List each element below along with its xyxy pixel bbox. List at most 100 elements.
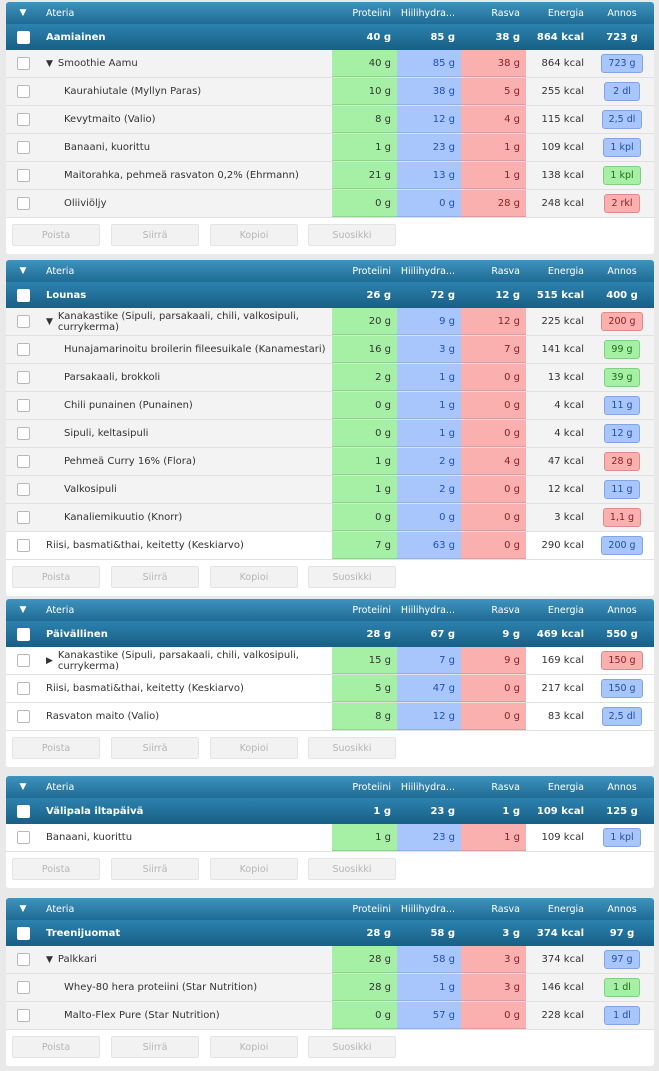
item-name[interactable]: ▼ Palkkari bbox=[40, 946, 332, 973]
item-portion[interactable]: 150 g bbox=[590, 647, 654, 674]
column-header-carbs[interactable]: Hiilihydra... bbox=[400, 7, 455, 19]
checkbox[interactable] bbox=[16, 1009, 30, 1022]
favorite-button[interactable]: Suosikki bbox=[308, 1036, 396, 1058]
food-item-row[interactable]: Riisi, basmati&thai, keitetty (Keskiarvo… bbox=[6, 675, 654, 703]
move-button[interactable]: Siirrä bbox=[111, 1036, 199, 1058]
item-name[interactable]: Banaani, kuorittu bbox=[40, 134, 332, 161]
recipe-group-row[interactable]: ▼ Smoothie Aamu 40 g 85 g 38 g 864 kcal 723 g bbox=[6, 50, 654, 78]
item-name[interactable]: Pehmeä Curry 16% (Flora) bbox=[40, 448, 332, 475]
collapse-toggle[interactable]: ▼ bbox=[6, 2, 40, 24]
item-checkbox[interactable] bbox=[6, 190, 40, 217]
checkbox[interactable] bbox=[16, 57, 30, 70]
portion-badge[interactable]: 200 g bbox=[601, 536, 643, 555]
favorite-button[interactable]: Suosikki bbox=[308, 737, 396, 759]
column-header-carbs[interactable]: Hiilihydra... bbox=[400, 265, 455, 277]
item-name[interactable]: Sipuli, keltasipuli bbox=[40, 420, 332, 447]
food-item-row[interactable]: Riisi, basmati&thai, keitetty (Keskiarvo… bbox=[6, 532, 654, 560]
item-portion[interactable]: 2 rkl bbox=[590, 190, 654, 217]
move-button[interactable]: Siirrä bbox=[111, 737, 199, 759]
column-header-carbs[interactable]: Hiilihydra... bbox=[400, 604, 455, 616]
portion-badge[interactable]: 99 g bbox=[604, 340, 640, 359]
item-name[interactable]: Malto-Flex Pure (Star Nutrition) bbox=[40, 1002, 332, 1029]
checkbox[interactable] bbox=[16, 399, 30, 412]
copy-button[interactable]: Kopioi bbox=[210, 224, 298, 246]
checkbox[interactable] bbox=[16, 831, 30, 844]
checkbox[interactable] bbox=[16, 953, 30, 966]
column-header-carbs[interactable]: Hiilihydra... bbox=[400, 903, 455, 915]
column-header-fat[interactable]: Rasva bbox=[491, 604, 520, 616]
copy-button[interactable]: Kopioi bbox=[210, 858, 298, 880]
move-button[interactable]: Siirrä bbox=[111, 566, 199, 588]
column-header-fat[interactable]: Rasva bbox=[491, 781, 520, 793]
item-name[interactable]: Kaurahiutale (Myllyn Paras) bbox=[40, 78, 332, 105]
column-header-energy[interactable]: Energia bbox=[547, 265, 584, 277]
portion-badge[interactable]: 1 kpl bbox=[603, 166, 641, 185]
checkbox[interactable] bbox=[16, 483, 30, 496]
collapse-toggle[interactable]: ▼ bbox=[6, 599, 40, 621]
column-header-fat[interactable]: Rasva bbox=[491, 7, 520, 19]
move-button[interactable]: Siirrä bbox=[111, 224, 199, 246]
item-portion[interactable]: 200 g bbox=[590, 532, 654, 559]
item-name[interactable]: Riisi, basmati&thai, keitetty (Keskiarvo… bbox=[40, 675, 332, 702]
item-portion[interactable]: 150 g bbox=[590, 675, 654, 702]
checkbox[interactable] bbox=[16, 85, 30, 98]
checkbox[interactable] bbox=[16, 539, 30, 552]
item-checkbox[interactable] bbox=[6, 106, 40, 133]
item-name[interactable]: Hunajamarinoitu broilerin fileesuikale (… bbox=[40, 336, 332, 363]
column-header-energy[interactable]: Energia bbox=[547, 604, 584, 616]
portion-badge[interactable]: 11 g bbox=[604, 396, 640, 415]
item-checkbox[interactable] bbox=[6, 308, 40, 335]
favorite-button[interactable]: Suosikki bbox=[308, 858, 396, 880]
favorite-button[interactable]: Suosikki bbox=[308, 224, 396, 246]
item-checkbox[interactable] bbox=[6, 420, 40, 447]
delete-button[interactable]: Poista bbox=[12, 737, 100, 759]
meal-checkbox[interactable] bbox=[6, 798, 40, 824]
portion-badge[interactable]: 1,1 g bbox=[602, 508, 642, 527]
checkbox[interactable] bbox=[16, 113, 30, 126]
checkbox[interactable] bbox=[16, 343, 30, 356]
item-checkbox[interactable] bbox=[6, 675, 40, 702]
item-checkbox[interactable] bbox=[6, 824, 40, 851]
portion-badge[interactable]: 97 g bbox=[604, 950, 640, 969]
item-checkbox[interactable] bbox=[6, 1002, 40, 1029]
column-header-carbs[interactable]: Hiilihydra... bbox=[400, 781, 455, 793]
meal-checkbox[interactable] bbox=[6, 621, 40, 647]
item-portion[interactable]: 1 kpl bbox=[590, 134, 654, 161]
delete-button[interactable]: Poista bbox=[12, 224, 100, 246]
column-header-meal[interactable]: Ateria bbox=[46, 903, 75, 915]
item-portion[interactable]: 200 g bbox=[590, 308, 654, 335]
item-checkbox[interactable] bbox=[6, 532, 40, 559]
column-header-energy[interactable]: Energia bbox=[547, 7, 584, 19]
portion-badge[interactable]: 28 g bbox=[604, 452, 640, 471]
item-portion[interactable]: 1 dl bbox=[590, 1002, 654, 1029]
triangle-down-icon[interactable]: ▼ bbox=[46, 316, 53, 327]
checkbox[interactable] bbox=[16, 926, 30, 940]
item-portion[interactable]: 723 g bbox=[590, 50, 654, 77]
checkbox[interactable] bbox=[16, 169, 30, 182]
delete-button[interactable]: Poista bbox=[12, 1036, 100, 1058]
column-header-energy[interactable]: Energia bbox=[547, 781, 584, 793]
checkbox[interactable] bbox=[16, 654, 30, 667]
collapse-toggle[interactable]: ▼ bbox=[6, 260, 40, 282]
item-portion[interactable]: 11 g bbox=[590, 392, 654, 419]
checkbox[interactable] bbox=[16, 511, 30, 524]
collapse-toggle[interactable]: ▼ bbox=[6, 898, 40, 920]
item-name[interactable]: ▶ Kanakastike (Sipuli, parsakaali, chili,… bbox=[40, 647, 332, 674]
portion-badge[interactable]: 2,5 dl bbox=[601, 110, 643, 129]
item-checkbox[interactable] bbox=[6, 78, 40, 105]
item-portion[interactable]: 1,1 g bbox=[590, 504, 654, 531]
checkbox[interactable] bbox=[16, 682, 30, 695]
column-header-portion[interactable]: Annos bbox=[607, 604, 637, 616]
portion-badge[interactable]: 1 kpl bbox=[603, 138, 641, 157]
checkbox[interactable] bbox=[16, 710, 30, 723]
portion-badge[interactable]: 2,5 dl bbox=[601, 707, 643, 726]
item-portion[interactable]: 2 dl bbox=[590, 78, 654, 105]
